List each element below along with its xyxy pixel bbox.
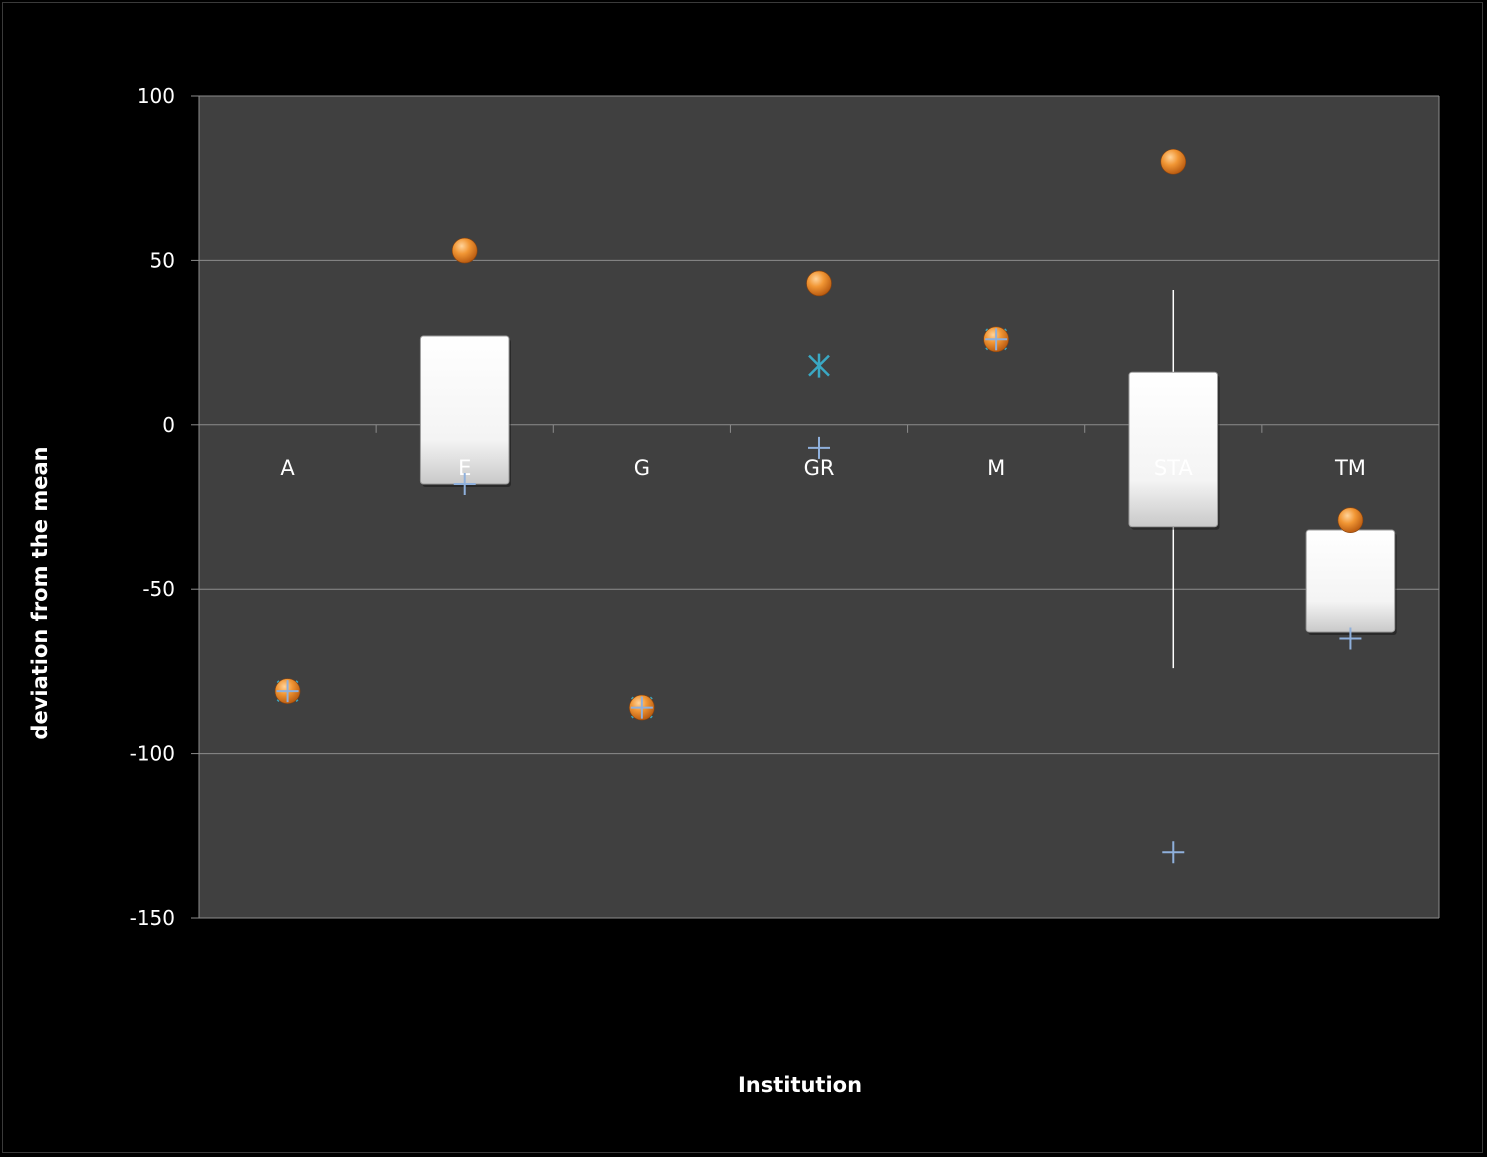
circle-marker (1160, 148, 1187, 175)
cross-marker (1339, 627, 1362, 650)
circle-marker (1337, 507, 1364, 533)
x-tick-label: GR (804, 456, 835, 480)
y-tick-label: -50 (142, 577, 175, 601)
plot-area (199, 96, 1439, 918)
box (1128, 371, 1219, 528)
circle-marker (806, 270, 832, 297)
cross-marker (808, 436, 830, 459)
cross-marker (276, 680, 299, 703)
y-tick-label: 100 (137, 84, 175, 108)
x-tick-label: A (280, 456, 295, 480)
circle-marker (451, 237, 478, 264)
y-tick-label: -150 (130, 906, 175, 930)
asterisk-marker (808, 353, 830, 378)
x-tick-label: M (987, 456, 1005, 480)
cross-marker (1162, 841, 1185, 864)
x-tick-label: E (458, 456, 471, 480)
cross-marker (985, 328, 1008, 351)
x-tick-label: G (634, 456, 650, 480)
x-axis-title: Institution (738, 1073, 862, 1097)
x-tick-label: STA (1154, 456, 1194, 480)
y-tick-label: 0 (162, 413, 175, 437)
cross-marker (630, 696, 653, 719)
y-tick-label: 50 (150, 248, 175, 272)
x-tick-label: TM (1334, 456, 1366, 480)
box (1305, 529, 1396, 633)
y-tick-label: -100 (130, 742, 175, 766)
cross-marker (453, 472, 476, 495)
y-axis-title: deviation from the mean (28, 446, 52, 739)
